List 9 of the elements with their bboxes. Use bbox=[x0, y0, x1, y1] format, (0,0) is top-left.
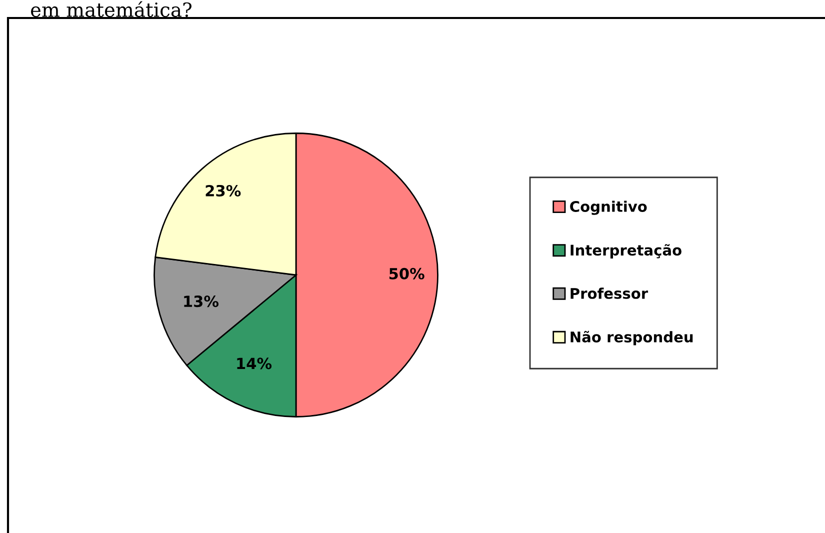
legend-label: Não respondeu bbox=[570, 330, 693, 346]
data-label: 23% bbox=[206, 184, 241, 196]
data-label: 14% bbox=[237, 358, 272, 370]
legend-label: Cognitivo bbox=[570, 200, 647, 215]
legend-label: Professor bbox=[570, 288, 648, 299]
legend-label: Interpretação bbox=[570, 244, 682, 258]
data-label: 50% bbox=[389, 268, 424, 280]
data-label: 13% bbox=[184, 296, 219, 308]
chart-title: em matemática? bbox=[30, 1, 192, 18]
